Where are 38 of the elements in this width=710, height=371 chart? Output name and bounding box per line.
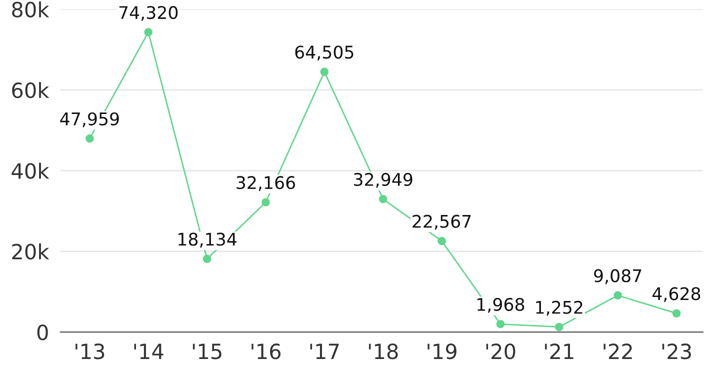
point <box>202 254 212 264</box>
data-label: 9,087 <box>594 269 642 284</box>
point <box>262 198 270 206</box>
x-tick-label: '18 <box>368 344 398 360</box>
point <box>496 320 505 328</box>
y-tick-label: 60k <box>12 82 50 98</box>
x-tick-label: '16 <box>252 344 281 360</box>
data-label: 1,252 <box>536 300 582 316</box>
y-tick-label: 20k <box>12 243 50 260</box>
data-label: 47,959 <box>60 112 119 128</box>
x-tick-label: '20 <box>486 344 516 360</box>
x-tick-label: '14 <box>134 344 164 359</box>
point <box>438 236 446 246</box>
point <box>144 28 153 36</box>
y-tick-label: 80k <box>12 1 50 18</box>
data-label: 4,628 <box>652 287 700 302</box>
x-tick-label: '13 <box>76 344 104 360</box>
data-label: 1,968 <box>478 298 524 313</box>
point <box>672 309 681 318</box>
x-tick-label: '22 <box>604 344 632 359</box>
data-label: 18,134 <box>178 232 236 248</box>
data-label: 32,949 <box>354 172 412 188</box>
point <box>378 194 388 204</box>
x-tick-label: '19 <box>428 344 456 360</box>
data-label: 32,166 <box>236 176 296 191</box>
x-tick-label: '21 <box>545 344 574 359</box>
data-label: 64,505 <box>295 46 354 60</box>
x-tick-label: '15 <box>192 344 222 360</box>
point <box>320 68 329 76</box>
data-label: 74,320 <box>119 6 178 21</box>
point <box>554 322 564 332</box>
x-tick-label: '17 <box>310 344 339 359</box>
y-tick-label: 0 <box>37 324 48 340</box>
data-label: 22,567 <box>412 214 471 230</box>
x-tick-label: '23 <box>662 344 691 360</box>
point <box>86 134 94 143</box>
point <box>614 291 622 300</box>
y-tick-label: 40k <box>12 162 50 179</box>
